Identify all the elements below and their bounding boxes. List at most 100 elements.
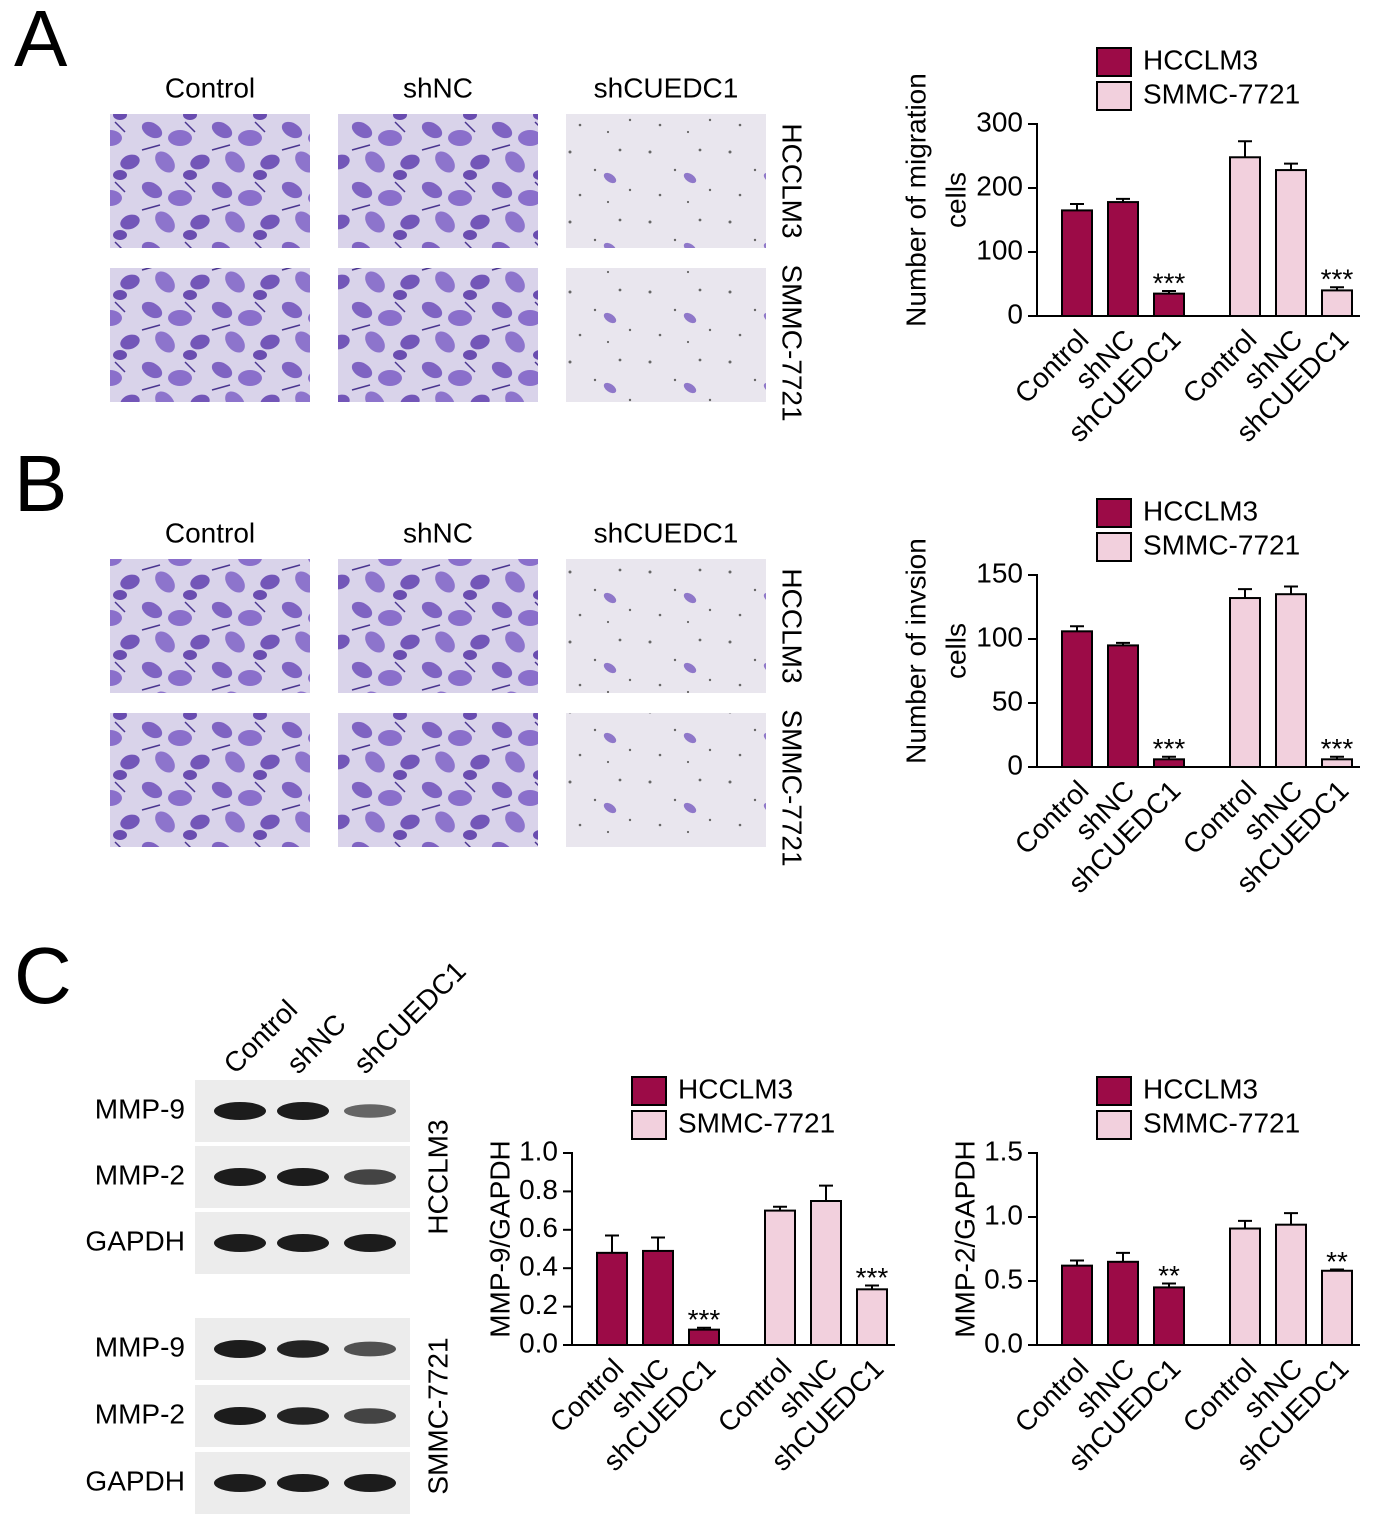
micrograph <box>110 268 310 402</box>
y-tick-label: 0 <box>1007 749 1023 780</box>
column-label: shNC <box>403 517 473 548</box>
blot-band <box>344 1234 396 1252</box>
blot-band <box>214 1102 266 1120</box>
legend-swatch <box>1096 498 1132 528</box>
error-bar <box>1330 1268 1344 1271</box>
error-bar <box>773 1205 787 1211</box>
micrograph <box>110 713 310 847</box>
significance: *** <box>1321 733 1354 764</box>
blot-band <box>344 1169 396 1185</box>
error-bar <box>819 1184 833 1201</box>
legend-label: HCCLM3 <box>1143 44 1258 75</box>
significance: *** <box>688 1304 721 1335</box>
blot-row-label: MMP-2 <box>95 1159 185 1190</box>
legend-swatch <box>1096 1110 1132 1140</box>
y-tick-label: 300 <box>976 106 1023 137</box>
panel-label: B <box>14 439 67 528</box>
bar <box>596 1251 628 1346</box>
bar <box>1107 201 1139 317</box>
blot-band <box>214 1474 266 1492</box>
significance: ** <box>1326 1246 1348 1277</box>
legend-swatch <box>1096 81 1132 111</box>
bar <box>764 1209 796 1346</box>
error-bar <box>1238 1219 1252 1229</box>
error-bar <box>1284 585 1298 595</box>
error-bar <box>1070 625 1084 632</box>
micrograph <box>566 713 766 847</box>
bar <box>1107 644 1139 769</box>
error-bar <box>1162 290 1176 294</box>
y-tick-label: 0.0 <box>984 1327 1023 1358</box>
error-bar <box>605 1234 619 1253</box>
significance: *** <box>1153 267 1186 298</box>
legend-swatch <box>631 1076 667 1106</box>
significance: *** <box>1153 733 1186 764</box>
bar <box>1061 630 1093 768</box>
blot-band <box>277 1168 329 1186</box>
legend-label: HCCLM3 <box>1143 495 1258 526</box>
y-tick-label: 0 <box>1007 298 1023 329</box>
y-axis-label: MMP-9/GAPDH <box>484 1140 515 1338</box>
micrograph <box>566 268 766 402</box>
bar <box>1275 169 1307 317</box>
error-bar <box>1116 197 1130 203</box>
y-tick-label: 0.4 <box>519 1251 558 1282</box>
blot-row-label: GAPDH <box>85 1225 185 1256</box>
micrograph <box>338 559 538 693</box>
blot-band <box>214 1407 266 1425</box>
y-tick-label: 1.0 <box>519 1135 558 1166</box>
blot-band <box>277 1407 329 1425</box>
error-bar <box>1330 286 1344 291</box>
y-axis-label: Number of invsion <box>900 538 931 764</box>
y-tick-label: 50 <box>992 685 1023 716</box>
blot-band <box>344 1104 396 1118</box>
blot-group-label: SMMC-7721 <box>422 1337 453 1494</box>
error-bar <box>1162 1282 1176 1288</box>
blot-band <box>214 1168 266 1186</box>
row-label: SMMC-7721 <box>777 709 808 866</box>
legend-label: HCCLM3 <box>678 1073 793 1104</box>
bar <box>642 1249 674 1347</box>
error-bar <box>1070 203 1084 211</box>
y-tick-label: 1.0 <box>984 1199 1023 1230</box>
y-tick-label: 100 <box>976 621 1023 652</box>
blot-group-label: HCCLM3 <box>422 1119 453 1234</box>
blot-row-label: MMP-9 <box>95 1093 185 1124</box>
y-tick-label: 200 <box>976 170 1023 201</box>
column-label: Control <box>165 517 255 548</box>
bar <box>1321 1269 1353 1347</box>
y-tick-label: 0.5 <box>984 1263 1023 1294</box>
error-bar <box>651 1236 665 1251</box>
legend-label: HCCLM3 <box>1143 1073 1258 1104</box>
error-bar <box>1238 140 1252 158</box>
legend-swatch <box>631 1110 667 1140</box>
micrograph <box>338 713 538 847</box>
blot-band <box>344 1408 396 1424</box>
y-axis-label: cells <box>940 172 971 228</box>
error-bar <box>1070 1259 1084 1266</box>
blot-band <box>214 1340 266 1358</box>
micrograph <box>338 268 538 402</box>
blot-row-label: MMP-9 <box>95 1331 185 1362</box>
panel-label: A <box>14 0 68 83</box>
column-label: shCUEDC1 <box>594 517 739 548</box>
y-axis-label: Number of migration <box>900 73 931 327</box>
micrograph <box>110 559 310 693</box>
micrograph <box>566 114 766 248</box>
y-tick-label: 100 <box>976 234 1023 265</box>
error-bar <box>1116 641 1130 646</box>
error-bar <box>1284 1212 1298 1225</box>
error-bar <box>1116 1251 1130 1262</box>
column-label: shCUEDC1 <box>594 72 739 103</box>
legend-label: SMMC-7721 <box>678 1107 835 1138</box>
bar <box>1275 593 1307 769</box>
bar <box>810 1200 842 1346</box>
micrograph <box>566 559 766 693</box>
legend-label: SMMC-7721 <box>1143 78 1300 109</box>
y-tick-label: 150 <box>976 557 1023 588</box>
error-bar <box>697 1326 711 1330</box>
bar <box>1153 1286 1185 1347</box>
error-bar <box>865 1284 879 1290</box>
blot-band <box>277 1474 329 1492</box>
